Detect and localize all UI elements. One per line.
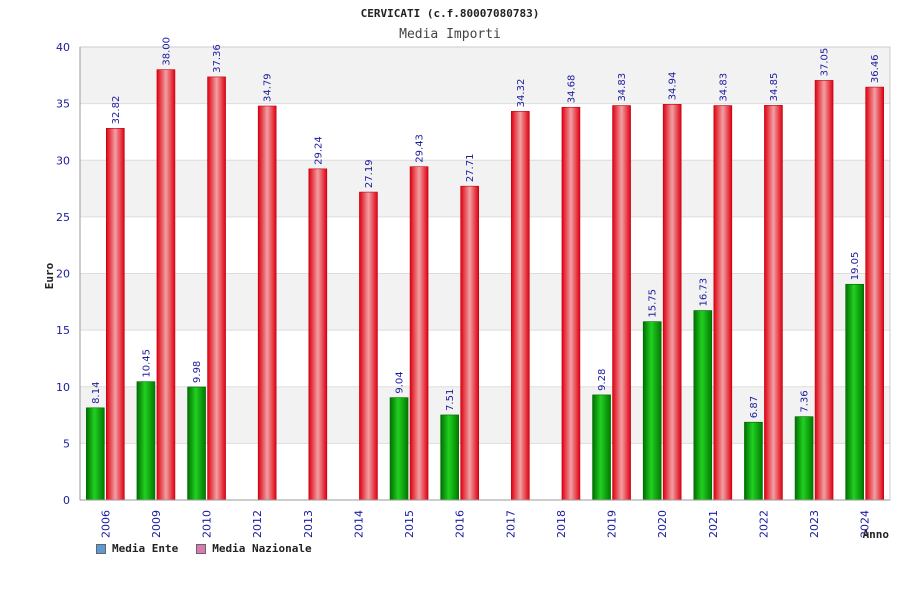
y-tick-label: 40	[56, 41, 70, 54]
bar-media-nazionale	[814, 80, 834, 501]
y-tick-label: 0	[63, 494, 70, 507]
bar-media-ente	[389, 397, 409, 501]
data-label-media-nazionale: 34.85	[769, 73, 780, 102]
y-tick-label: 10	[56, 381, 70, 394]
x-tick-label: 2013	[302, 510, 315, 538]
data-label-media-nazionale: 27.71	[465, 154, 476, 183]
data-label-media-nazionale: 34.83	[718, 73, 729, 102]
bar-media-nazionale	[257, 105, 277, 501]
data-label-media-ente: 7.36	[800, 390, 811, 412]
x-tick-label: 2012	[251, 510, 264, 538]
data-label-media-nazionale: 37.36	[212, 44, 223, 73]
x-tick-label: 2006	[99, 510, 112, 538]
bar-media-ente	[592, 394, 611, 501]
x-tick-label: 2017	[504, 510, 517, 538]
y-axis: 0 5 10 15 20 25 30 35 40	[56, 41, 81, 507]
bars: 8.14 32.82 10.45 38.00 9.98 37.36 34.79 29.24 27…	[86, 37, 884, 501]
x-tick-label: 2022	[757, 510, 770, 538]
bar-media-ente	[86, 407, 105, 501]
legend-item-media-nazionale: Media Nazionale	[196, 542, 312, 555]
y-tick-label: 20	[56, 268, 70, 281]
bar-media-nazionale	[764, 105, 783, 501]
bar-media-nazionale	[308, 168, 328, 501]
data-label-media-nazionale: 34.68	[566, 75, 577, 104]
data-label-media-nazionale: 34.83	[617, 73, 628, 102]
data-label-media-ente: 8.14	[91, 382, 102, 404]
x-tick-label: 2010	[201, 510, 214, 538]
legend-swatch-media-ente	[96, 543, 106, 554]
bar-media-nazionale	[662, 104, 682, 501]
x-axis-label: Anno	[863, 528, 890, 541]
data-label-media-ente: 16.73	[698, 278, 709, 307]
data-label-media-nazionale: 34.94	[668, 72, 679, 101]
y-tick-label: 30	[56, 154, 70, 167]
bar-media-ente	[642, 321, 662, 501]
data-label-media-nazionale: 34.32	[516, 79, 527, 108]
chart-title: CERVICATI (c.f.80007080783)	[361, 7, 540, 20]
x-tick-label: 2016	[454, 510, 467, 538]
bar-media-ente	[794, 416, 814, 501]
legend-swatch-media-nazionale	[196, 543, 207, 554]
data-label-media-ente: 6.87	[749, 396, 760, 418]
data-label-media-nazionale: 32.82	[111, 96, 122, 125]
data-label-media-nazionale: 37.05	[820, 48, 831, 77]
data-label-media-nazionale: 34.79	[263, 73, 274, 102]
x-tick-label: 2018	[555, 510, 568, 538]
x-tick-label: 2014	[352, 510, 365, 538]
bar-media-nazionale	[409, 166, 429, 501]
y-tick-label: 25	[56, 211, 70, 224]
bar-media-nazionale	[612, 105, 631, 501]
data-label-media-nazionale: 38.00	[161, 37, 172, 66]
bar-media-nazionale	[207, 76, 226, 501]
y-tick-label: 15	[56, 324, 70, 337]
bar-media-nazionale	[713, 105, 733, 501]
legend-label-media-nazionale: Media Nazionale	[212, 542, 312, 555]
bar-media-ente	[440, 414, 459, 501]
data-label-media-ente: 10.45	[141, 349, 152, 378]
bar-media-nazionale	[156, 69, 176, 501]
data-label-media-ente: 19.05	[850, 252, 861, 281]
data-label-media-nazionale: 29.43	[415, 134, 426, 163]
data-label-media-ente: 9.28	[597, 369, 608, 391]
bar-media-nazionale	[865, 86, 884, 501]
x-tick-label: 2009	[150, 510, 163, 538]
legend: Media Ente Media Nazionale	[96, 542, 312, 555]
bar-media-ente	[136, 381, 156, 501]
x-tick-label: 2024	[859, 510, 872, 538]
x-tick-label: 2020	[656, 510, 669, 538]
data-label-media-nazionale: 29.24	[313, 136, 324, 165]
bar-media-nazionale	[359, 191, 378, 501]
bar-media-ente	[693, 310, 713, 501]
bar-media-nazionale	[561, 106, 581, 501]
y-tick-label: 5	[63, 437, 70, 450]
chart-subtitle: Media Importi	[399, 27, 501, 42]
data-label-media-ente: 9.98	[192, 361, 203, 383]
bar-media-ente	[744, 421, 763, 501]
y-axis-label: Euro	[43, 262, 56, 289]
bar-media-ente	[187, 386, 206, 501]
bar-media-nazionale	[106, 128, 125, 501]
legend-item-media-ente: Media Ente	[96, 542, 178, 555]
data-label-media-nazionale: 36.46	[870, 54, 881, 83]
bar-media-nazionale	[460, 185, 479, 501]
y-tick-label: 35	[56, 98, 70, 111]
data-label-media-nazionale: 27.19	[364, 159, 375, 188]
x-tick-label: 2021	[707, 510, 720, 538]
x-tick-label: 2019	[606, 510, 619, 538]
data-label-media-ente: 15.75	[648, 289, 659, 318]
legend-label-media-ente: Media Ente	[112, 542, 179, 555]
x-axis: 2006 2009 2010 2012 2013 2014 2015 2016 2017 2018…	[80, 499, 890, 538]
data-label-media-ente: 7.51	[445, 389, 456, 411]
bar-media-nazionale	[511, 111, 530, 501]
data-label-media-ente: 9.04	[395, 371, 406, 393]
x-tick-label: 2015	[403, 510, 416, 538]
bar-media-ente	[845, 283, 864, 501]
x-tick-label: 2023	[808, 510, 821, 538]
